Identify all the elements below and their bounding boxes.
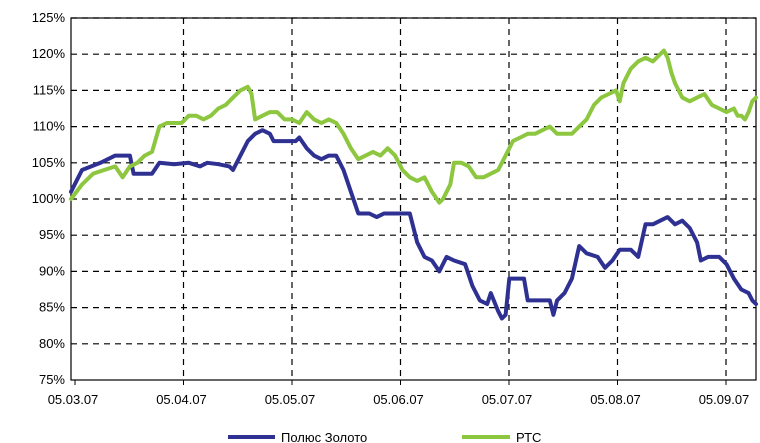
y-tick-label: 75% [39, 372, 65, 387]
x-tick-label: 05.05.07 [265, 392, 316, 407]
y-tick-label: 80% [39, 336, 65, 351]
x-tick-label: 05.09.07 [699, 392, 750, 407]
tick-labels-layer: 75% 80% 85% 90% 95% 100% 105% 110% 115% 120% 125% 0… [32, 10, 750, 407]
legend-label: РТС [516, 430, 541, 443]
y-tick-label: 85% [39, 300, 65, 315]
legend-label: Полюс Золото [281, 430, 367, 443]
y-tick-label: 105% [32, 155, 66, 170]
series-line-rts [69, 48, 758, 205]
y-tick-label: 95% [39, 227, 65, 242]
x-tick-label: 05.04.07 [156, 392, 207, 407]
x-tick-label: 05.07.07 [482, 392, 533, 407]
y-tick-label: 120% [32, 46, 66, 61]
series-layer [69, 48, 758, 321]
y-tick-label: 90% [39, 263, 65, 278]
x-tick-label: 05.06.07 [373, 392, 424, 407]
x-tick-label: 05.08.07 [590, 392, 641, 407]
y-tick-label: 115% [33, 82, 66, 97]
y-tick-label: 125% [32, 10, 66, 25]
y-tick-label: 110% [33, 119, 66, 134]
series-line-polyus-zoloto [69, 128, 758, 321]
y-tick-label: 100% [32, 191, 66, 206]
x-tick-label: 05.03.07 [48, 392, 99, 407]
legend: Полюс Золото РТС [228, 430, 541, 443]
